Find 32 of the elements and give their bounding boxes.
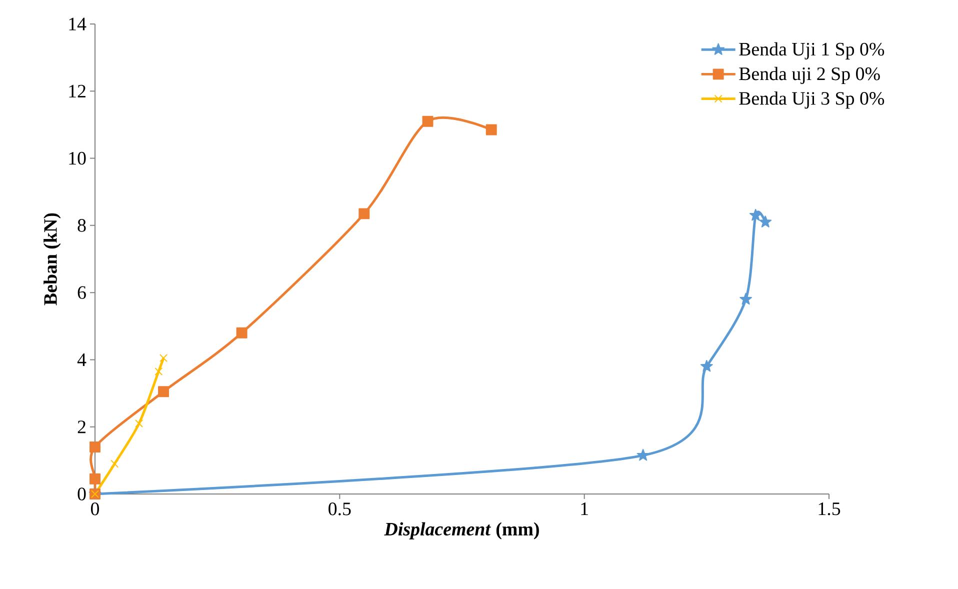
point	[236, 327, 248, 338]
x-tick-label: 0.5	[328, 502, 351, 516]
point	[700, 360, 713, 372]
point	[486, 124, 497, 136]
legend-label: Benda uji 2 Sp 0%	[739, 66, 880, 84]
y-tick-label: 0	[78, 488, 86, 500]
point	[159, 354, 168, 362]
y-tick-label: 8	[78, 219, 86, 232]
y-tick-label: 6	[78, 286, 86, 299]
y-tick-label: 14	[69, 18, 86, 30]
x-tick-label: 1	[581, 502, 588, 515]
point	[90, 473, 100, 484]
point	[422, 116, 434, 127]
point	[154, 367, 163, 376]
x-axis-title: Displacement (mm)	[384, 522, 539, 540]
legend-label: Benda Uji 1 Sp 0%	[739, 42, 884, 60]
point	[358, 208, 370, 220]
point	[135, 419, 144, 428]
point	[759, 216, 772, 228]
point	[90, 442, 100, 452]
point	[158, 386, 169, 398]
x-tick-label: 0	[90, 502, 100, 516]
legend-label: Benda Uji 3 Sp 0%	[739, 91, 884, 109]
x-tick-label: 1.5	[818, 502, 840, 516]
y-tick-label: 4	[77, 353, 86, 366]
y-tick-label: 12	[69, 84, 86, 98]
point	[740, 292, 752, 305]
y-tick-label: 10	[69, 152, 86, 165]
y-axis-title: Beban (kN)	[44, 213, 61, 306]
point	[636, 448, 650, 461]
point	[749, 208, 762, 221]
y-tick-label: 2	[78, 420, 86, 434]
